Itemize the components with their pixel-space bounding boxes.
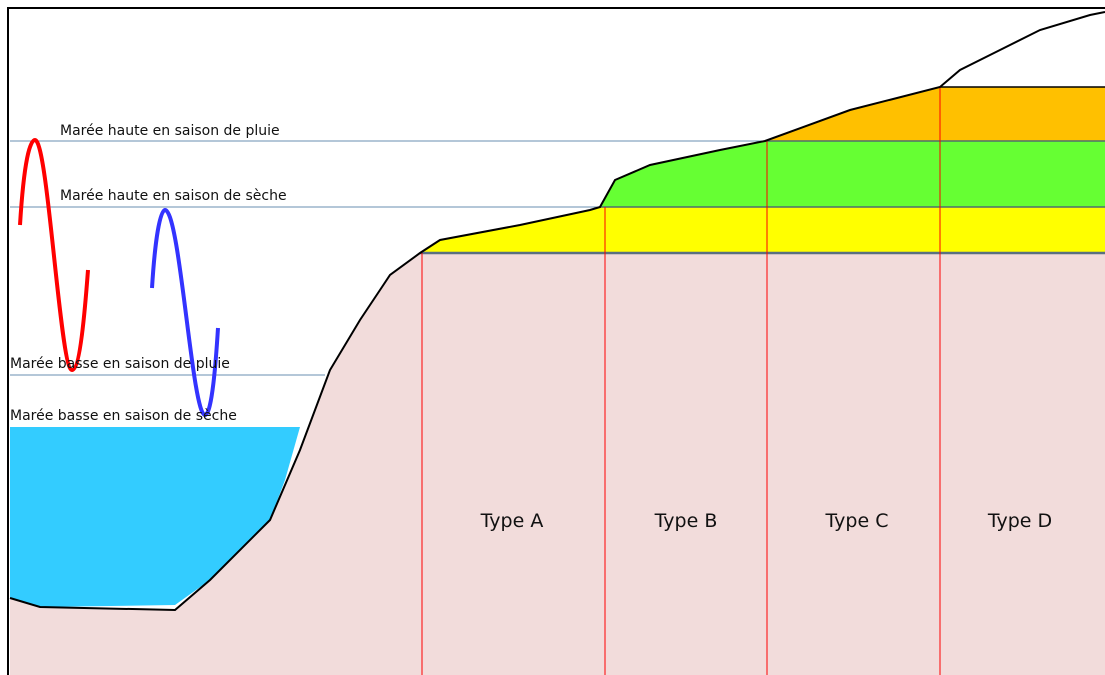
level-label: Marée haute en saison de pluie: [60, 123, 280, 139]
level-label: Marée haute en saison de sèche: [60, 188, 287, 204]
wave-rainy: [18, 137, 90, 373]
terrain-profile: [9, 11, 1105, 612]
band-borders: [420, 86, 1105, 255]
zone-label: Type A: [480, 510, 544, 532]
zone-label: Type D: [987, 510, 1052, 532]
zone-label: Type B: [654, 510, 718, 532]
zone-label: Type C: [825, 510, 889, 532]
land: [10, 253, 1105, 675]
band-type-b: [600, 141, 1105, 207]
level-label: Marée basse en saison de pluie: [10, 356, 230, 372]
level-lines: [10, 140, 765, 376]
band-type-a: [420, 207, 1105, 253]
frame: [7, 7, 1105, 675]
wave-dry: [150, 207, 220, 418]
level-label: Marée basse en saison de sèche: [10, 408, 237, 424]
band-type-c: [765, 87, 1105, 141]
zone-dividers: [421, 87, 941, 675]
